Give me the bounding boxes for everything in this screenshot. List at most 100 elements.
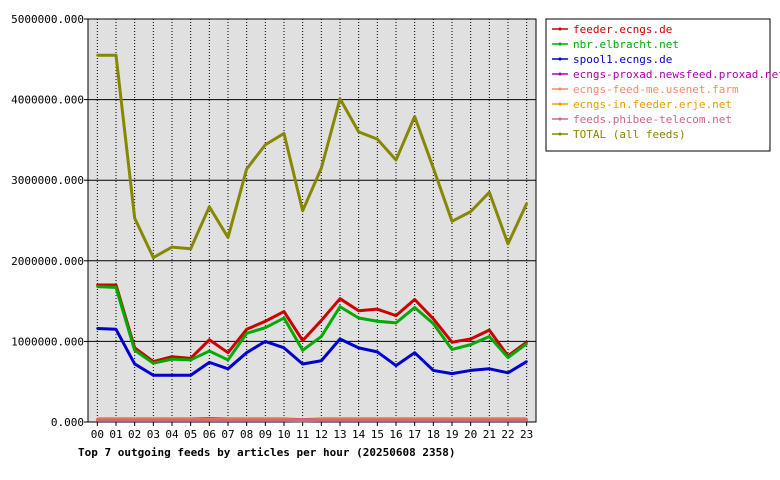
data-point [189, 247, 192, 250]
data-point [170, 245, 174, 249]
data-point [357, 309, 360, 312]
chart-title: Top 7 outgoing feeds by articles per hou… [78, 446, 456, 459]
y-axis-tick-labels: 0.000 1000000.000 2000000.000 3000000.000 40… [11, 13, 84, 429]
x-tick-label: 18 [427, 428, 440, 441]
data-point [170, 374, 174, 377]
data-point [282, 316, 286, 320]
data-point [170, 419, 174, 422]
data-point [282, 310, 286, 313]
data-point [488, 191, 491, 194]
series-line-total-all-feeds [97, 53, 529, 260]
data-point [413, 298, 416, 301]
data-point [152, 361, 155, 365]
series-line-feeder-ecngs-de [97, 283, 528, 364]
x-tick-label: 20 [464, 428, 477, 441]
data-point [133, 216, 136, 220]
data-point [506, 356, 510, 359]
legend-marker [558, 102, 562, 106]
data-point [413, 306, 416, 309]
data-point [301, 419, 304, 422]
data-point [506, 419, 510, 422]
data-point [488, 419, 491, 422]
data-point [189, 374, 192, 377]
data-point [413, 419, 416, 422]
data-point [226, 351, 230, 354]
x-tick-label: 04 [165, 428, 179, 441]
data-point [96, 54, 99, 57]
data-point [469, 210, 472, 213]
legend-marker [558, 42, 562, 46]
x-tick-label: 12 [315, 428, 328, 441]
data-point [357, 419, 360, 422]
data-point [488, 367, 491, 371]
data-point [245, 167, 248, 171]
x-tick-label: 08 [240, 428, 253, 441]
data-point [413, 351, 416, 354]
legend-marker [558, 117, 562, 121]
x-tick-label: 14 [352, 428, 366, 441]
data-point [469, 419, 472, 422]
plot-area [87, 18, 537, 423]
data-point [450, 419, 454, 422]
data-point [357, 130, 360, 134]
data-point [376, 419, 379, 422]
data-point [96, 285, 99, 288]
x-tick-label: 15 [371, 428, 384, 441]
x-tick-label: 00 [91, 428, 104, 441]
data-point [338, 97, 342, 100]
legend-marker [558, 132, 562, 136]
data-point [152, 374, 155, 377]
data-point [469, 369, 472, 372]
data-point [450, 341, 454, 344]
data-point [264, 326, 267, 329]
gridlines [84, 18, 536, 426]
data-point [376, 137, 379, 141]
y-tick-label: 0.000 [51, 416, 84, 429]
data-point [114, 419, 118, 422]
data-point [525, 342, 528, 346]
data-point [469, 337, 472, 341]
data-point [320, 419, 323, 422]
y-tick-label: 3000000.000 [11, 174, 84, 187]
data-point [264, 143, 267, 146]
data-point [450, 348, 454, 351]
data-point [226, 419, 230, 422]
x-tick-label: 22 [501, 428, 514, 441]
legend-entry: nbr.elbracht.net [573, 38, 679, 51]
data-point [413, 115, 416, 118]
data-point [245, 332, 248, 335]
y-tick-label: 4000000.000 [11, 94, 84, 107]
data-point [264, 320, 267, 323]
series-line-nbr-elbracht-net [97, 285, 528, 365]
data-point [488, 328, 491, 332]
data-point [357, 346, 360, 350]
data-point [189, 419, 192, 422]
data-point [114, 286, 118, 289]
legend-marker [558, 87, 562, 91]
legend-entry: ecngs-proxad.newsfeed.proxad.net [573, 68, 780, 81]
data-point [245, 351, 248, 354]
data-point [170, 357, 174, 361]
x-tick-label: 01 [109, 428, 122, 441]
data-point [282, 346, 286, 350]
legend-entry: TOTAL (all feeds) [573, 128, 686, 141]
data-point [432, 419, 435, 422]
data-point [226, 358, 230, 362]
y-tick-label: 2000000.000 [11, 255, 84, 268]
data-point [525, 419, 528, 422]
data-point [376, 320, 379, 323]
data-point [320, 335, 323, 338]
data-point [320, 166, 323, 170]
x-axis-tick-labels: 00 01 02 03 04 05 06 07 08 09 10 11 12 13 14 15 16 17 18 19… [91, 428, 534, 441]
data-point [152, 419, 155, 422]
data-point [376, 307, 379, 311]
x-tick-label: 19 [445, 428, 458, 441]
x-tick-label: 17 [408, 428, 421, 441]
data-point [394, 314, 398, 317]
data-point [394, 158, 398, 162]
data-point [394, 321, 398, 325]
x-tick-label: 11 [296, 428, 309, 441]
data-point [152, 256, 155, 259]
y-tick-label: 5000000.000 [11, 13, 84, 26]
